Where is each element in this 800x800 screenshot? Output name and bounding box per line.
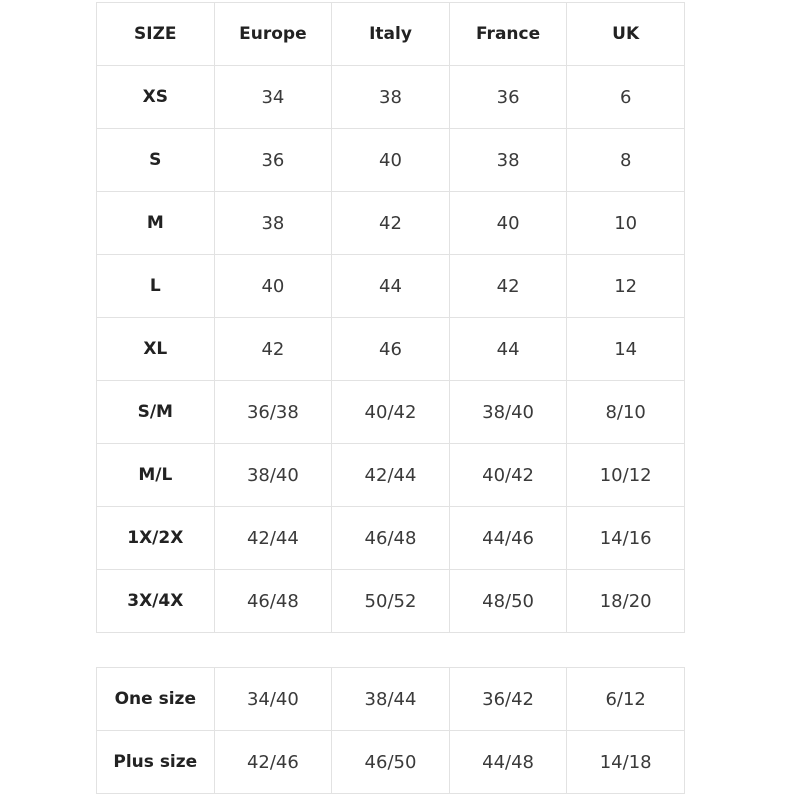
- column-header: Europe: [213, 2, 333, 66]
- table-row: M 38 42 40 10: [96, 191, 685, 255]
- size-value: 36/38: [213, 380, 333, 444]
- size-value: 38: [213, 191, 333, 255]
- size-value: 48/50: [448, 569, 568, 633]
- size-value: 36: [213, 128, 333, 192]
- column-header: SIZE: [96, 2, 215, 66]
- size-value: 6: [566, 65, 685, 129]
- size-value: 46/48: [213, 569, 333, 633]
- size-label: 1X/2X: [96, 506, 215, 570]
- size-value: 44/46: [448, 506, 568, 570]
- column-header: UK: [566, 2, 685, 66]
- table-row: One size 34/40 38/44 36/42 6/12: [96, 667, 685, 731]
- size-value: 46: [331, 317, 450, 381]
- size-label: XS: [96, 65, 215, 129]
- size-value: 38/44: [331, 667, 450, 731]
- size-value: 42/44: [213, 506, 333, 570]
- column-header: France: [448, 2, 568, 66]
- column-header: Italy: [331, 2, 450, 66]
- table-row: M/L 38/40 42/44 40/42 10/12: [96, 443, 685, 507]
- special-size-table: One size 34/40 38/44 36/42 6/12 Plus size 42/4…: [96, 667, 685, 794]
- size-value: 36: [448, 65, 568, 129]
- size-label: M/L: [96, 443, 215, 507]
- size-value: 44/48: [448, 730, 568, 794]
- size-value: 40/42: [448, 443, 568, 507]
- size-value: 46/50: [331, 730, 450, 794]
- size-value: 14/16: [566, 506, 685, 570]
- size-value: 42: [213, 317, 333, 381]
- table-row: XS 34 38 36 6: [96, 65, 685, 129]
- size-label: 3X/4X: [96, 569, 215, 633]
- size-value: 40: [331, 128, 450, 192]
- table-row: 3X/4X 46/48 50/52 48/50 18/20: [96, 569, 685, 633]
- header-row: SIZE Europe Italy France UK: [96, 2, 685, 66]
- table-row: S/M 36/38 40/42 38/40 8/10: [96, 380, 685, 444]
- size-value: 8/10: [566, 380, 685, 444]
- size-value: 34/40: [213, 667, 333, 731]
- table-row: L 40 44 42 12: [96, 254, 685, 318]
- size-value: 40: [213, 254, 333, 318]
- table-row: 1X/2X 42/44 46/48 44/46 14/16: [96, 506, 685, 570]
- size-value: 12: [566, 254, 685, 318]
- size-value: 8: [566, 128, 685, 192]
- size-label: One size: [96, 667, 215, 731]
- size-value: 44: [331, 254, 450, 318]
- size-label: XL: [96, 317, 215, 381]
- size-value: 40: [448, 191, 568, 255]
- size-value: 18/20: [566, 569, 685, 633]
- size-value: 10/12: [566, 443, 685, 507]
- size-label: Plus size: [96, 730, 215, 794]
- size-value: 6/12: [566, 667, 685, 731]
- size-value: 14/18: [566, 730, 685, 794]
- size-value: 38: [448, 128, 568, 192]
- size-label: M: [96, 191, 215, 255]
- size-conversion-table: SIZE Europe Italy France UK XS 34 38 36 6 S 36 40 38 8…: [96, 2, 685, 633]
- size-label: S: [96, 128, 215, 192]
- table-row: S 36 40 38 8: [96, 128, 685, 192]
- size-value: 40/42: [331, 380, 450, 444]
- size-value: 46/48: [331, 506, 450, 570]
- size-value: 42: [331, 191, 450, 255]
- size-value: 10: [566, 191, 685, 255]
- size-value: 38/40: [448, 380, 568, 444]
- size-label: L: [96, 254, 215, 318]
- table-row: Plus size 42/46 46/50 44/48 14/18: [96, 730, 685, 794]
- size-label: S/M: [96, 380, 215, 444]
- size-value: 38/40: [213, 443, 333, 507]
- size-value: 44: [448, 317, 568, 381]
- size-value: 42: [448, 254, 568, 318]
- size-value: 42/44: [331, 443, 450, 507]
- size-value: 42/46: [213, 730, 333, 794]
- size-value: 38: [331, 65, 450, 129]
- size-value: 36/42: [448, 667, 568, 731]
- size-value: 14: [566, 317, 685, 381]
- size-value: 34: [213, 65, 333, 129]
- size-value: 50/52: [331, 569, 450, 633]
- table-row: XL 42 46 44 14: [96, 317, 685, 381]
